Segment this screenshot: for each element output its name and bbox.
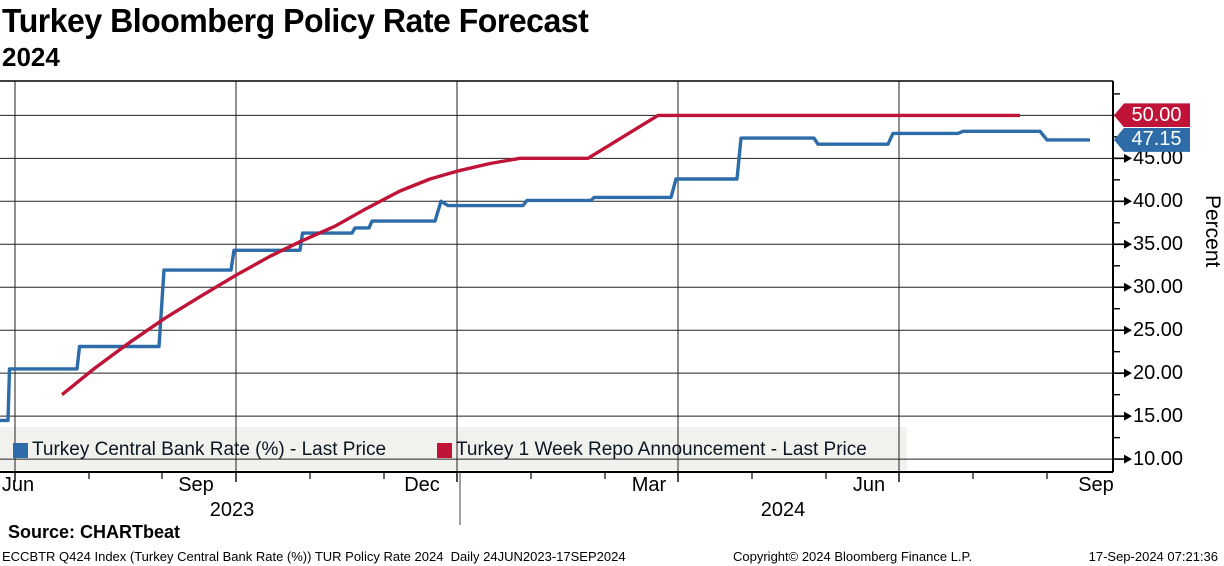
y-tick-arrow	[1124, 325, 1132, 335]
legend-swatch-red	[437, 442, 452, 458]
source-line: Source: CHARTbeat	[8, 522, 181, 542]
footer-timestamp: 17-Sep-2024 07:21:36	[1088, 549, 1218, 564]
y-axis-label: 35.00	[1133, 233, 1184, 256]
y-tick-arrow	[1124, 153, 1132, 163]
legend-label: Turkey Central Bank Rate (%) - Last Pric…	[32, 439, 387, 460]
y-axis-label: 20.00	[1133, 362, 1184, 385]
y-axis-label: 30.00	[1133, 276, 1184, 299]
y-tick-arrow	[1124, 454, 1132, 464]
y-axis-label: 10.00	[1133, 448, 1184, 471]
x-axis-label: Dec	[404, 474, 440, 496]
page-title: Turkey Bloomberg Policy Rate Forecast	[2, 2, 589, 39]
y-axis-label: 40.00	[1133, 190, 1184, 213]
x-axis-label: Sep	[178, 474, 214, 496]
legend-label: Turkey 1 Week Repo Announcement - Last P…	[456, 439, 867, 460]
y-axis-label: 25.00	[1133, 319, 1184, 342]
y-tick-arrow	[1124, 368, 1132, 378]
legend-background-strip	[0, 427, 907, 470]
y-tick-arrow	[1124, 196, 1132, 206]
y-axis-title: Percent	[1201, 195, 1224, 268]
legend-item-central-bank-rate: Turkey Central Bank Rate (%) - Last Pric…	[13, 439, 386, 461]
x-axis-year-label: 2023	[209, 499, 255, 521]
page-subtitle: 2024	[2, 42, 60, 72]
y-tick-arrow	[1124, 239, 1132, 249]
legend-item-repo-announcement: Turkey 1 Week Repo Announcement - Last P…	[437, 439, 867, 461]
x-axis-label: Jun	[852, 474, 886, 496]
y-axis-label: 15.00	[1133, 405, 1184, 428]
last-price-badge-central-bank: 47.15	[1114, 127, 1190, 152]
y-axis-label: 45.00	[1133, 147, 1184, 170]
series-line-repo-announcement	[60, 113, 1020, 397]
x-axis-year-label: 2024	[760, 499, 806, 521]
x-axis-label: Sep	[1078, 474, 1114, 496]
y-tick-arrow	[1124, 411, 1132, 421]
series-line-central-bank-rate	[0, 129, 1090, 423]
footer-index-info: ECCBTR Q424 Index (Turkey Central Bank R…	[2, 549, 626, 564]
x-axis-label: Mar	[631, 474, 667, 496]
y-tick-arrow	[1124, 282, 1132, 292]
footer-copyright: Copyright© 2024 Bloomberg Finance L.P.	[733, 549, 973, 564]
legend-swatch-blue	[13, 442, 28, 458]
last-price-badge-repo: 50.00	[1114, 103, 1190, 128]
x-axis-label: Jun	[1, 474, 35, 496]
